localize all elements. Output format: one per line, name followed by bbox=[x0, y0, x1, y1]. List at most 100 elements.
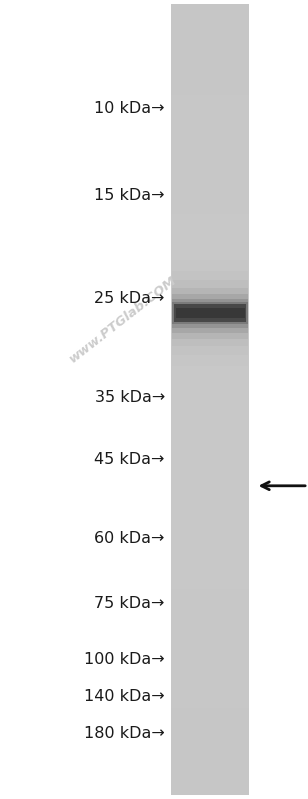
Bar bbox=[171, 704, 249, 708]
Bar bbox=[171, 787, 249, 791]
Bar bbox=[171, 111, 249, 115]
Bar bbox=[171, 170, 249, 174]
Bar bbox=[171, 538, 249, 542]
Bar bbox=[171, 407, 249, 411]
Bar bbox=[171, 716, 249, 720]
Bar bbox=[171, 198, 249, 202]
Bar bbox=[171, 368, 249, 372]
Bar bbox=[171, 126, 249, 130]
Bar bbox=[171, 63, 249, 67]
Bar bbox=[171, 213, 249, 217]
Bar bbox=[171, 201, 249, 205]
Bar bbox=[171, 16, 249, 20]
Bar bbox=[171, 344, 249, 348]
Bar bbox=[171, 613, 249, 617]
Bar bbox=[171, 47, 249, 51]
Bar bbox=[171, 324, 249, 328]
Bar bbox=[171, 511, 249, 515]
Bar bbox=[171, 332, 249, 336]
Text: 100 kDa→: 100 kDa→ bbox=[84, 653, 165, 667]
Bar bbox=[172, 280, 248, 346]
Bar bbox=[171, 83, 249, 87]
Bar bbox=[171, 518, 249, 522]
Bar bbox=[171, 166, 249, 170]
Bar bbox=[171, 241, 249, 245]
Bar bbox=[171, 400, 249, 403]
Bar bbox=[171, 530, 249, 534]
Bar bbox=[171, 292, 249, 296]
Bar bbox=[171, 360, 249, 364]
Bar bbox=[171, 4, 249, 8]
Bar bbox=[171, 217, 249, 221]
Bar bbox=[171, 724, 249, 728]
Bar bbox=[171, 700, 249, 704]
Bar bbox=[171, 566, 249, 570]
Bar bbox=[172, 294, 248, 332]
Bar bbox=[172, 260, 248, 366]
Bar bbox=[171, 265, 249, 269]
Bar bbox=[171, 720, 249, 724]
Bar bbox=[171, 708, 249, 712]
Text: 180 kDa→: 180 kDa→ bbox=[84, 726, 165, 741]
Bar bbox=[171, 467, 249, 471]
Bar bbox=[171, 756, 249, 759]
Bar bbox=[171, 40, 249, 44]
Bar bbox=[171, 598, 249, 601]
Bar bbox=[171, 629, 249, 633]
Bar bbox=[171, 229, 249, 233]
Bar bbox=[171, 392, 249, 396]
Bar bbox=[171, 146, 249, 150]
Bar bbox=[171, 641, 249, 645]
Bar bbox=[171, 205, 249, 209]
Bar bbox=[172, 272, 248, 355]
Bar bbox=[171, 403, 249, 407]
Bar bbox=[171, 633, 249, 637]
Bar bbox=[171, 261, 249, 265]
Bar bbox=[171, 696, 249, 700]
Text: 60 kDa→: 60 kDa→ bbox=[95, 531, 165, 546]
Bar bbox=[171, 487, 249, 491]
Bar bbox=[171, 759, 249, 763]
Bar bbox=[171, 752, 249, 756]
Bar bbox=[171, 491, 249, 495]
Bar bbox=[171, 396, 249, 400]
Bar bbox=[171, 680, 249, 684]
Bar bbox=[171, 253, 249, 257]
Bar bbox=[171, 779, 249, 783]
Bar bbox=[171, 515, 249, 518]
Bar bbox=[171, 534, 249, 538]
Bar bbox=[171, 688, 249, 692]
Bar bbox=[171, 59, 249, 63]
Bar bbox=[171, 475, 249, 479]
Bar bbox=[171, 138, 249, 142]
Bar bbox=[171, 546, 249, 550]
Text: 25 kDa→: 25 kDa→ bbox=[95, 292, 165, 306]
Bar bbox=[171, 574, 249, 578]
Bar bbox=[171, 411, 249, 415]
Bar bbox=[171, 281, 249, 284]
Bar bbox=[171, 376, 249, 380]
Bar bbox=[171, 388, 249, 392]
Bar bbox=[171, 308, 249, 312]
Bar bbox=[171, 542, 249, 546]
Bar bbox=[174, 304, 246, 322]
Bar bbox=[171, 71, 249, 75]
Bar bbox=[171, 312, 249, 316]
Bar bbox=[171, 99, 249, 103]
Text: 75 kDa→: 75 kDa→ bbox=[95, 596, 165, 610]
Bar bbox=[172, 302, 248, 324]
Bar bbox=[171, 676, 249, 680]
Bar bbox=[171, 451, 249, 455]
Bar bbox=[171, 728, 249, 732]
Bar bbox=[171, 665, 249, 669]
Bar bbox=[171, 162, 249, 166]
Bar bbox=[171, 32, 249, 36]
Bar bbox=[171, 684, 249, 688]
Bar bbox=[171, 304, 249, 308]
Bar bbox=[171, 419, 249, 423]
Bar bbox=[171, 288, 249, 292]
Bar bbox=[171, 123, 249, 126]
Bar bbox=[171, 51, 249, 55]
Bar bbox=[171, 300, 249, 304]
Bar bbox=[171, 661, 249, 665]
